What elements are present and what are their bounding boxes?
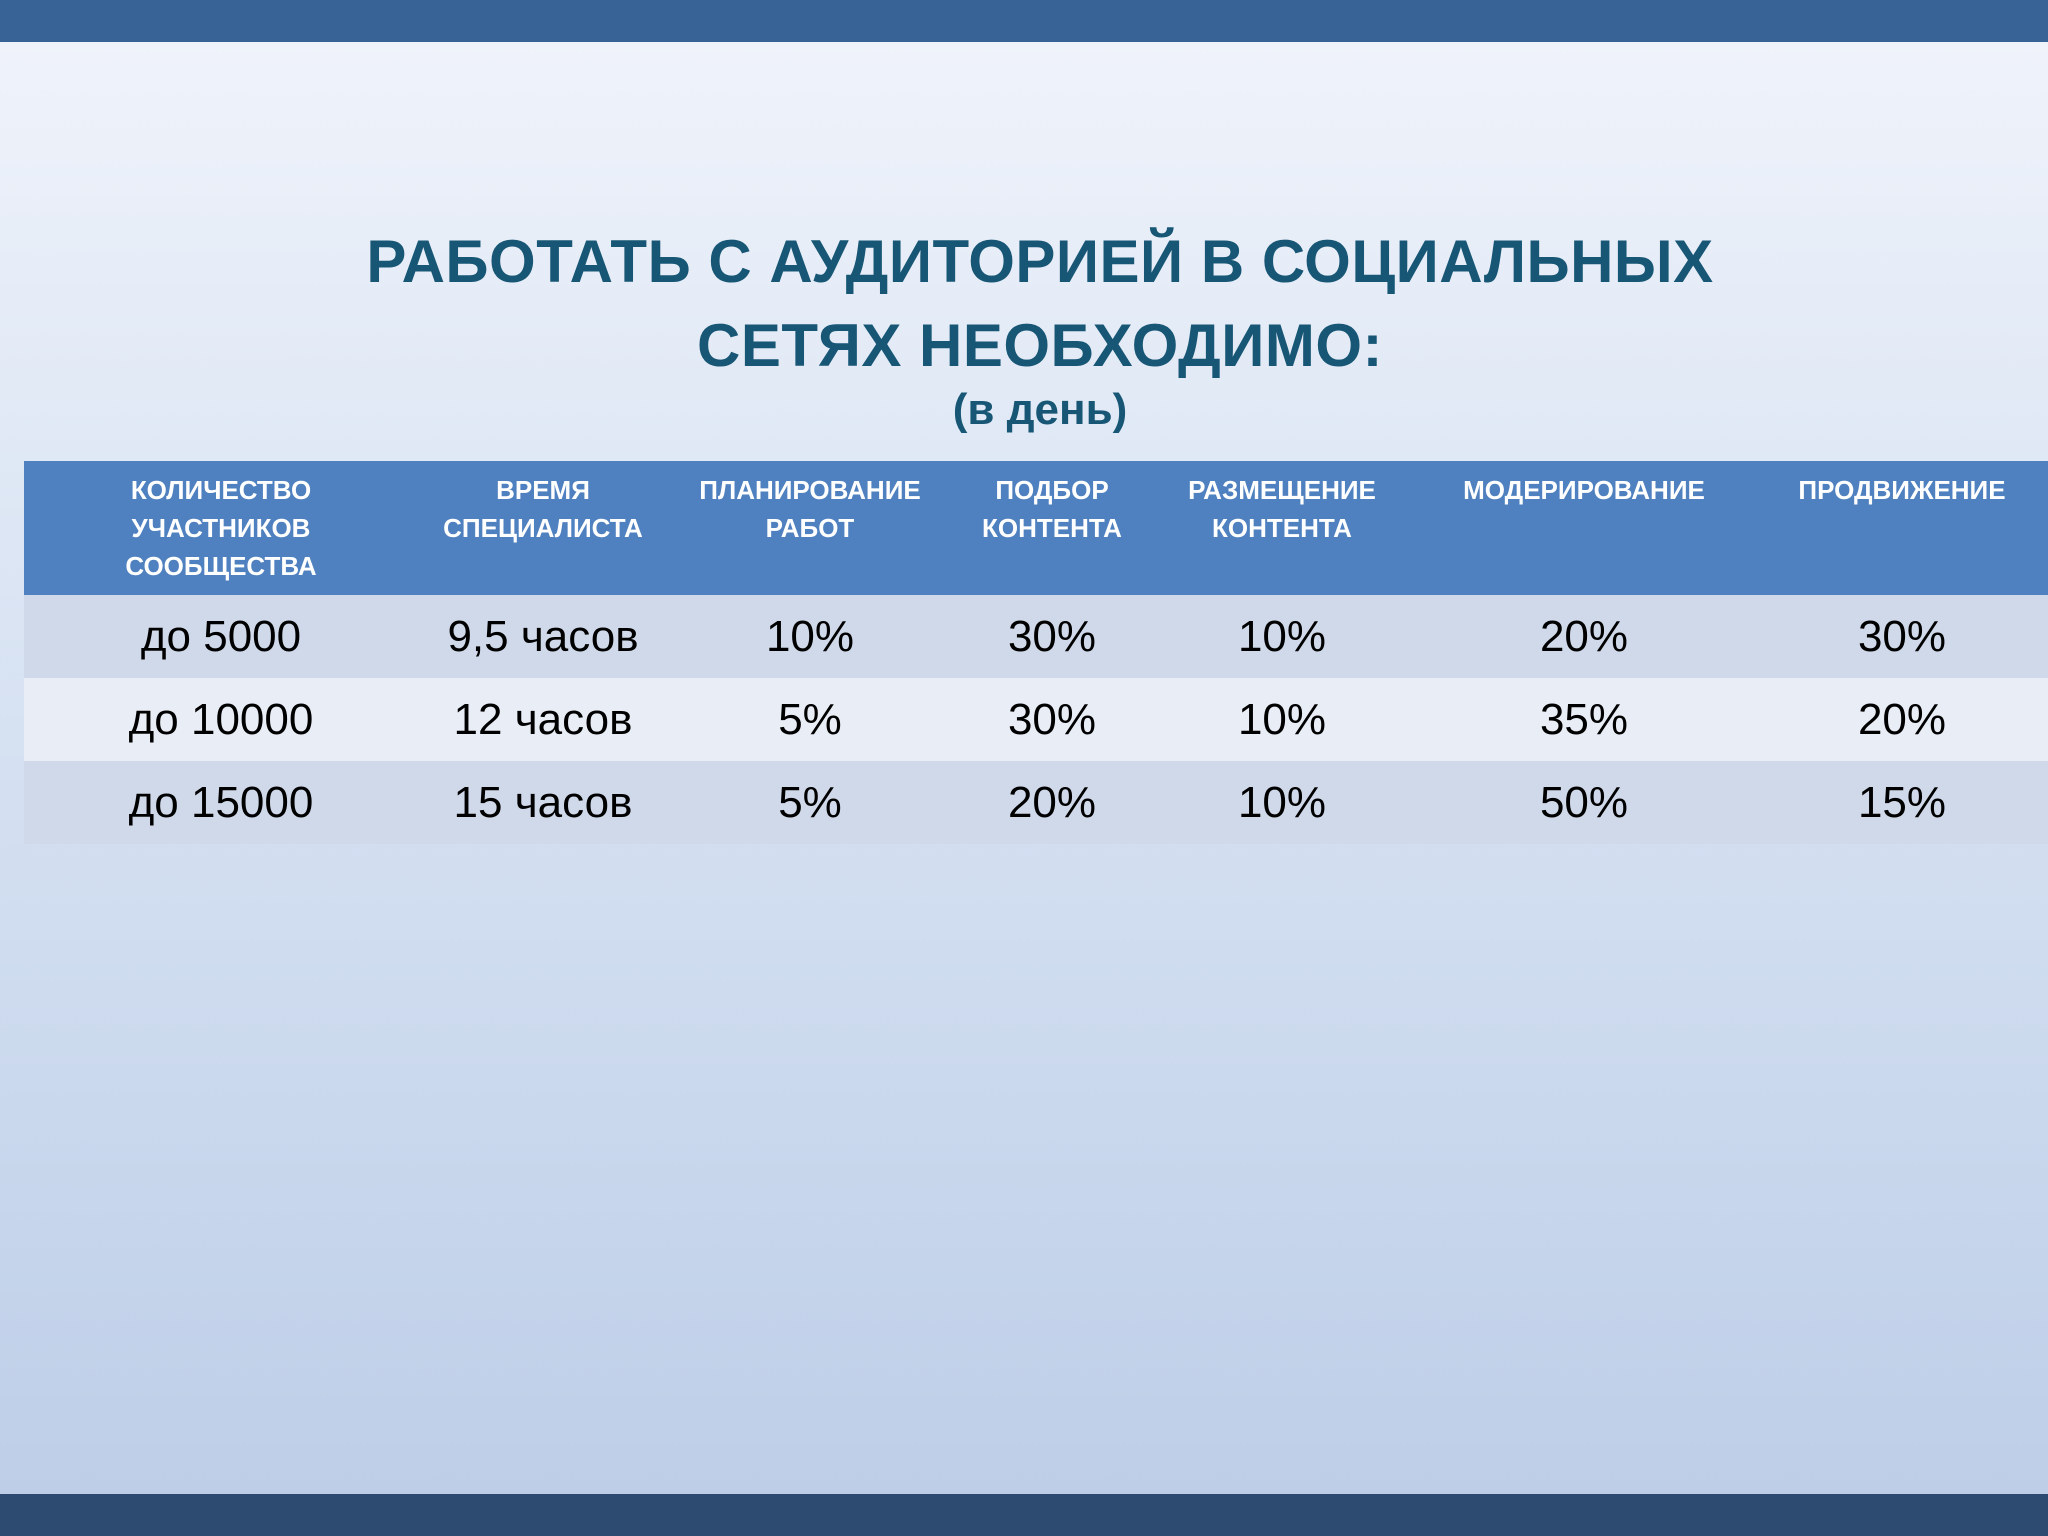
- table-cell: 9,5 часов: [447, 612, 639, 661]
- header-line: РАЗМЕЩЕНИЕ: [1188, 475, 1376, 505]
- table-cell: 10%: [1237, 695, 1327, 744]
- slide-title-line2: СЕТЯХ НЕОБХОДИМО:: [696, 312, 1384, 379]
- header-line: КОЛИЧЕСТВО: [130, 475, 312, 505]
- header-line: РАБОТ: [765, 513, 855, 543]
- table-cell: 12 часов: [453, 695, 633, 744]
- table-cell: 20%: [1857, 695, 1947, 744]
- table-cell: 30%: [1007, 612, 1097, 661]
- table-cell: 10%: [765, 612, 855, 661]
- table-cell: до 15000: [128, 778, 314, 827]
- header-line: КОНТЕНТА: [982, 513, 1122, 543]
- table-cell: 15 часов: [453, 778, 633, 827]
- data-table: КОЛИЧЕСТВО УЧАСТНИКОВ СООБЩЕСТВА ВРЕМЯ С…: [24, 461, 2048, 844]
- table-header: КОЛИЧЕСТВО УЧАСТНИКОВ СООБЩЕСТВА ВРЕМЯ С…: [24, 461, 2048, 595]
- slide-title-line1: РАБОТАТЬ С АУДИТОРИЕЙ В СОЦИАЛЬНЫХ: [366, 228, 1714, 295]
- bottom-bar: [0, 1494, 2048, 1536]
- table-cell: 20%: [1539, 612, 1629, 661]
- header-line: ПОДБОР: [995, 475, 1109, 505]
- table-cell: 35%: [1539, 695, 1629, 744]
- header-line: ПРОДВИЖЕНИЕ: [1798, 475, 2006, 505]
- table-cell: до 5000: [140, 612, 302, 661]
- header-members: КОЛИЧЕСТВО УЧАСТНИКОВ СООБЩЕСТВА: [24, 461, 418, 595]
- header-planning: ПЛАНИРОВАНИЕ РАБОТ: [668, 461, 952, 595]
- header-line: ПЛАНИРОВАНИЕ: [699, 475, 921, 505]
- table-cell: 5%: [778, 778, 842, 827]
- table-cell: 15%: [1857, 778, 1947, 827]
- header-line: СООБЩЕСТВА: [125, 551, 317, 581]
- top-bar: [0, 0, 2048, 42]
- header-content-posting: РАЗМЕЩЕНИЕ КОНТЕНТА: [1152, 461, 1412, 595]
- slide-subtitle: (в день): [952, 385, 1128, 434]
- table-row: до 15000 15 часов 5% 20% 10% 50% 15%: [24, 761, 2048, 844]
- table-row: до 5000 9,5 часов 10% 30% 10% 20% 30%: [24, 595, 2048, 678]
- header-specialist-time: ВРЕМЯ СПЕЦИАЛИСТА: [418, 461, 668, 595]
- table-row: до 10000 12 часов 5% 30% 10% 35% 20%: [24, 678, 2048, 761]
- table-cell: 30%: [1857, 612, 1947, 661]
- header-line: ВРЕМЯ: [496, 475, 590, 505]
- header-moderation: МОДЕРИРОВАНИЕ: [1412, 461, 1756, 595]
- table-cell: 10%: [1237, 778, 1327, 827]
- header-line: СПЕЦИАЛИСТА: [443, 513, 643, 543]
- header-promotion: ПРОДВИЖЕНИЕ: [1756, 461, 2048, 595]
- header-content-selection: ПОДБОР КОНТЕНТА: [952, 461, 1152, 595]
- header-line: УЧАСТНИКОВ: [131, 513, 311, 543]
- header-line: МОДЕРИРОВАНИЕ: [1463, 475, 1705, 505]
- slide-title: РАБОТАТЬ С АУДИТОРИЕЙ В СОЦИАЛЬНЫХ СЕТЯХ…: [0, 220, 2048, 388]
- table-cell: 30%: [1007, 695, 1097, 744]
- header-line: КОНТЕНТА: [1212, 513, 1352, 543]
- table-cell: 10%: [1237, 612, 1327, 661]
- table-cell: 5%: [778, 695, 842, 744]
- table-cell: 20%: [1007, 778, 1097, 827]
- table-cell: 50%: [1539, 778, 1629, 827]
- table-cell: до 10000: [128, 695, 314, 744]
